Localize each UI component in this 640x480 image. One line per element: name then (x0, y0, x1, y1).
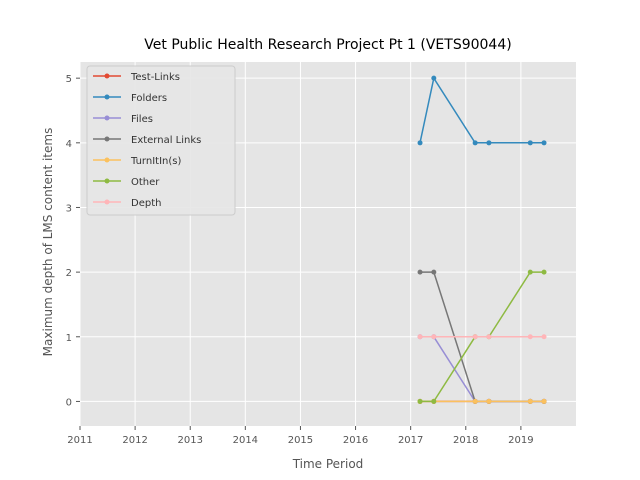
data-point (472, 334, 478, 340)
x-tick-label: 2018 (453, 435, 478, 446)
data-point (472, 140, 478, 146)
x-tick-label: 2014 (233, 435, 258, 446)
data-point (431, 334, 437, 340)
legend-label: Folders (131, 93, 167, 104)
data-point (417, 398, 423, 404)
series-depth (417, 334, 547, 340)
y-tick-label: 5 (66, 74, 72, 85)
data-point (486, 140, 492, 146)
legend-marker (104, 94, 110, 100)
legend-marker (104, 115, 110, 121)
legend-label: Other (131, 177, 160, 188)
data-point (541, 269, 547, 275)
data-point (541, 398, 547, 404)
x-tick-label: 2011 (67, 435, 92, 446)
series-folders (417, 75, 547, 146)
x-tick-label: 2012 (122, 435, 147, 446)
y-tick-label: 2 (66, 268, 72, 279)
y-tick-label: 0 (66, 397, 72, 408)
data-point (527, 140, 533, 146)
data-point (417, 140, 423, 146)
data-point (527, 398, 533, 404)
data-point (431, 75, 437, 81)
legend-item: Depth (93, 198, 161, 209)
legend-marker (104, 199, 110, 205)
x-axis: 2011 2012 2013 2014 2015 2016 2017 2018 2019 (67, 426, 534, 446)
x-tick-label: 2015 (288, 435, 313, 446)
legend-item: External Links (93, 135, 201, 146)
legend-item: Test-Links (93, 72, 180, 83)
data-point (431, 269, 437, 275)
legend-item: TurnItIn(s) (93, 156, 181, 167)
chart-title: Vet Public Health Research Project Pt 1 … (144, 37, 511, 53)
data-point (486, 398, 492, 404)
legend-label: TurnItIn(s) (130, 156, 181, 167)
series-layer (417, 75, 547, 404)
legend: Test-Links Folders Files External Links Turn… (86, 65, 236, 216)
data-point (417, 334, 423, 340)
y-tick-label: 4 (66, 139, 72, 150)
y-tick-label: 3 (66, 203, 72, 214)
data-point (527, 334, 533, 340)
data-point (417, 269, 423, 275)
data-point (541, 140, 547, 146)
x-tick-label: 2013 (177, 435, 202, 446)
legend-label: Depth (131, 198, 161, 209)
legend-marker (104, 178, 110, 184)
data-point (431, 398, 437, 404)
legend-label: Test-Links (130, 72, 180, 83)
legend-item: Files (93, 114, 153, 125)
legend-label: External Links (131, 135, 201, 146)
legend-marker (104, 136, 110, 142)
y-tick-label: 1 (66, 333, 72, 344)
legend-item: Folders (93, 93, 167, 104)
x-axis-label: Time Period (292, 457, 364, 471)
data-point (527, 269, 533, 275)
y-axis: 0 1 2 3 4 5 (66, 74, 80, 408)
x-tick-label: 2017 (398, 435, 423, 446)
legend-marker (104, 73, 110, 79)
data-point (541, 334, 547, 340)
x-tick-label: 2016 (343, 435, 368, 446)
data-point (486, 334, 492, 340)
legend-label: Files (131, 114, 153, 125)
data-point (472, 398, 478, 404)
legend-frame (86, 65, 236, 216)
legend-marker (104, 157, 110, 163)
y-axis-label: Maximum depth of LMS content items (41, 128, 55, 357)
legend-item: Other (93, 177, 160, 188)
x-tick-label: 2019 (508, 435, 533, 446)
